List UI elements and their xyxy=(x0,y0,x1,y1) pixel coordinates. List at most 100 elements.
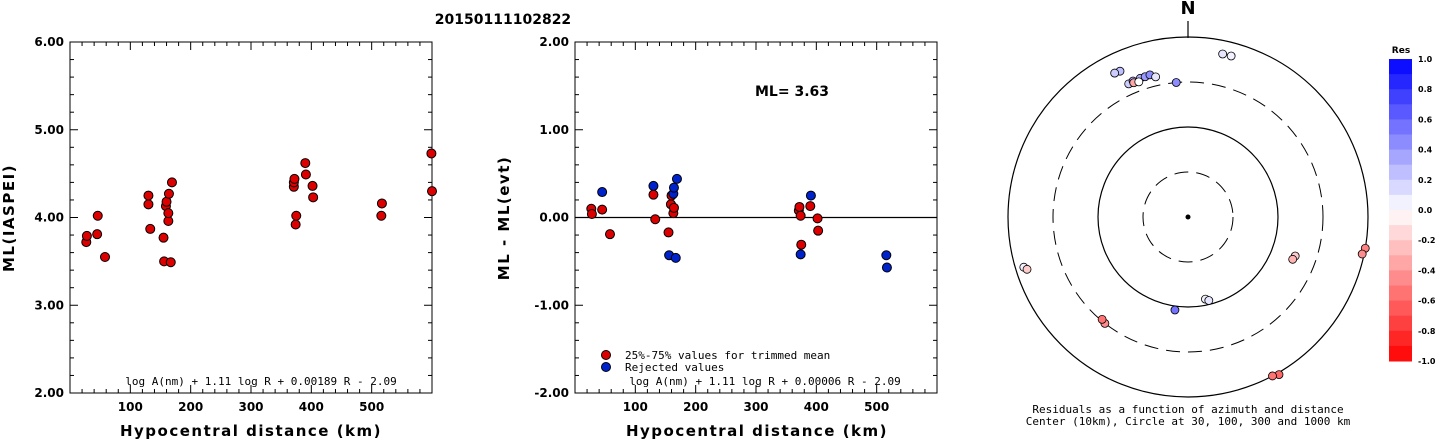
ml-annotation: ML= 3.63 xyxy=(755,84,829,100)
data-point xyxy=(291,210,302,221)
x-axis-label: Hypocentral distance (km) xyxy=(120,422,382,440)
colorbar-segment xyxy=(1389,225,1412,241)
colorbar-tick-label: -0.6 xyxy=(1418,297,1436,306)
y-axis-label: ML(IASPEI) xyxy=(0,164,18,272)
colorbar-segment xyxy=(1389,285,1412,302)
ring-300km xyxy=(1052,81,1324,353)
data-points xyxy=(81,148,437,268)
station-point xyxy=(1110,68,1120,78)
data-point xyxy=(813,225,824,236)
data-point xyxy=(648,180,659,191)
data-point xyxy=(650,214,661,225)
data-point xyxy=(145,223,156,234)
colorbar-segment xyxy=(1389,104,1412,120)
data-point xyxy=(290,219,301,230)
data-point xyxy=(671,173,682,184)
station-point xyxy=(1268,371,1277,381)
y-tick-label: 4.00 xyxy=(34,211,64,225)
colorbar-tick-label: 1.0 xyxy=(1418,55,1433,64)
colorbar-tick-label: -0.2 xyxy=(1418,236,1436,245)
data-point xyxy=(308,192,319,203)
x-tick-label: 300 xyxy=(743,400,768,414)
ring-1000km xyxy=(1007,36,1369,398)
data-point xyxy=(597,204,608,215)
x-tick-label: 300 xyxy=(238,400,263,414)
y-tick-label: 2.00 xyxy=(539,35,569,49)
colorbar-tick-label: -0.4 xyxy=(1418,266,1436,275)
data-point xyxy=(158,232,169,243)
data-point xyxy=(805,190,816,201)
formula-label: log A(nm) + 1.11 log R + 0.00006 R - 2.0… xyxy=(629,375,901,388)
legend-marker-trimmed xyxy=(601,350,611,360)
data-point xyxy=(597,187,608,198)
ring-100km xyxy=(1097,126,1279,308)
station-point xyxy=(1097,314,1107,324)
data-point xyxy=(163,208,174,219)
y-tick-label: 5.00 xyxy=(34,123,64,137)
data-point xyxy=(166,177,177,188)
y-tick-label: -1.00 xyxy=(534,298,569,312)
legend-label-rejected: Rejected values xyxy=(625,361,724,374)
colorbar-segment xyxy=(1389,300,1412,317)
x-tick-label: 400 xyxy=(804,400,829,414)
station-point xyxy=(1134,77,1144,87)
axis-ticks xyxy=(575,41,937,394)
x-tick-label: 500 xyxy=(864,400,889,414)
data-point xyxy=(376,198,387,209)
colorbar-segment xyxy=(1389,255,1412,271)
axis-ticks xyxy=(70,41,432,394)
data-point xyxy=(143,190,154,201)
x-tick-label: 200 xyxy=(178,400,203,414)
station-point xyxy=(1022,264,1032,274)
colorbar-segment xyxy=(1389,315,1412,332)
colorbar-segment xyxy=(1389,330,1412,347)
colorbar-tick-label: -0.8 xyxy=(1418,327,1436,336)
colorbar-segment xyxy=(1389,194,1412,211)
colorbar-segment xyxy=(1389,89,1412,105)
data-point xyxy=(795,249,806,260)
data-point xyxy=(586,208,597,219)
colorbar-segment xyxy=(1389,149,1412,166)
caption-line-2: Center (10km), Circle at 30, 100, 300 an… xyxy=(1026,415,1351,428)
x-tick-label: 200 xyxy=(683,400,708,414)
colorbar-tick-label: 0.4 xyxy=(1418,146,1433,155)
magnitude-vs-distance-chart: 2.00 3.00 4.00 5.00 6.00 100 200 300 400 500 Hyp… xyxy=(0,35,437,440)
data-points xyxy=(586,173,892,273)
ring-30km xyxy=(1142,171,1234,263)
colorbar-tick-label: -1.0 xyxy=(1418,357,1436,366)
y-tick-label: 1.00 xyxy=(539,123,569,137)
colorbar-segment xyxy=(1389,240,1412,256)
north-label: N xyxy=(1180,0,1195,19)
station-point xyxy=(1170,305,1180,315)
x-tick-labels: 100 200 300 400 500 xyxy=(623,400,889,414)
station-points xyxy=(1019,49,1370,381)
colorbar xyxy=(1389,59,1412,362)
epicenter-dot xyxy=(1185,214,1191,220)
data-point xyxy=(300,158,311,169)
data-point xyxy=(99,251,110,262)
data-point xyxy=(668,202,679,213)
data-point xyxy=(426,148,437,159)
data-point xyxy=(143,199,154,210)
data-point xyxy=(604,229,615,240)
colorbar-segment xyxy=(1389,74,1412,90)
data-point xyxy=(812,213,823,224)
y-tick-label: 6.00 xyxy=(34,35,64,49)
data-point xyxy=(427,186,437,197)
y-tick-label: 3.00 xyxy=(34,298,64,312)
data-point xyxy=(663,227,674,238)
data-point xyxy=(805,201,816,212)
colorbar-tick-label: 0.0 xyxy=(1418,206,1433,215)
data-point xyxy=(794,201,805,212)
legend-marker-rejected xyxy=(601,362,611,372)
data-point xyxy=(796,239,807,250)
colorbar-tick-label: 0.8 xyxy=(1418,85,1433,94)
y-tick-label: 0.00 xyxy=(539,211,569,225)
azimuth-residual-chart: N Residuals as a function of azimuth and… xyxy=(1007,0,1436,428)
x-tick-label: 100 xyxy=(623,400,648,414)
x-tick-labels: 100 200 300 400 500 xyxy=(118,400,384,414)
colorbar-tick-labels: 1.0 0.8 0.6 0.4 0.2 0.0 -0.2 -0.4 -0.6 -0.8 -1.0 xyxy=(1418,55,1436,366)
colorbar-segment xyxy=(1389,164,1412,181)
caption-line-1: Residuals as a function of azimuth and d… xyxy=(1032,403,1343,416)
